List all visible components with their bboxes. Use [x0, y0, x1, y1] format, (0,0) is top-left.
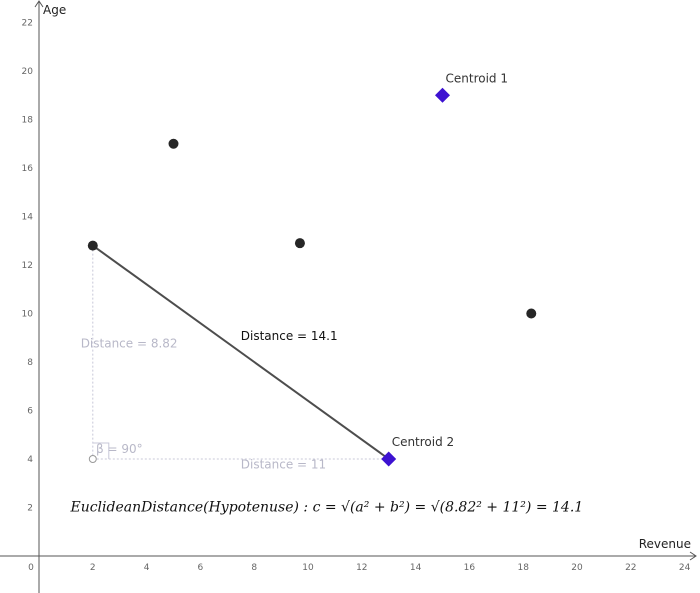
y-tick-label: 4 [27, 455, 33, 465]
x-tick-label: 4 [144, 563, 150, 573]
y-tick-label: 16 [22, 164, 34, 174]
x-tick-label: 14 [410, 563, 422, 573]
y-tick-label: 22 [22, 19, 33, 29]
x-tick-label: 2 [90, 563, 96, 573]
x-tick-labels: 0 2 4 6 8 10 12 14 16 18 20 22 24 [28, 563, 690, 573]
y-tick-label: 10 [22, 310, 34, 320]
centroid-marker [381, 451, 397, 467]
centroid-label: Centroid 2 [392, 435, 454, 449]
hypotenuse-line [92, 244, 390, 460]
x-tick-label: 24 [679, 563, 691, 573]
y-tick-label: 8 [27, 358, 33, 368]
euclidean-distance-formula: EuclideanDistance(Hypotenuse) : c = √(a²… [69, 500, 583, 516]
right-angle-vertex [88, 455, 97, 463]
y-tick-label: 6 [27, 407, 33, 417]
x-tick-label: 16 [464, 563, 476, 573]
y-axis-label: Age [43, 3, 66, 17]
horizontal-distance-label: Distance = 11 [241, 458, 326, 472]
x-tick-label: 8 [251, 563, 257, 573]
data-point [526, 308, 537, 319]
x-tick-label: 20 [571, 563, 583, 573]
x-tick-label: 0 [28, 563, 34, 573]
x-tick-label: 12 [356, 563, 367, 573]
y-axis-arrow [34, 0, 44, 8]
hypotenuse-distance-label: Distance = 14.1 [241, 329, 338, 343]
data-point [168, 138, 179, 149]
centroid-label: Centroid 1 [446, 71, 508, 85]
data-point [294, 238, 305, 249]
data-point [87, 240, 98, 251]
vertical-distance-label: Distance = 8.82 [81, 336, 178, 350]
x-tick-label: 10 [302, 563, 314, 573]
y-tick-labels: 2 4 6 8 10 12 14 16 18 20 22 [22, 19, 34, 514]
x-axis-label: Revenue [639, 537, 691, 551]
x-axis-arrow [689, 551, 697, 561]
y-tick-label: 12 [22, 261, 33, 271]
centroids: Centroid 1 Centroid 2 [381, 71, 508, 467]
x-tick-label: 22 [625, 563, 636, 573]
angle-label: β = 90° [96, 442, 143, 456]
data-points [87, 138, 537, 319]
x-tick-label: 18 [517, 563, 529, 573]
x-tick-label: 6 [198, 563, 204, 573]
y-tick-label: 20 [22, 67, 34, 77]
centroid-marker [435, 87, 450, 103]
y-tick-label: 2 [27, 504, 33, 514]
right-angle-marker [92, 442, 110, 459]
y-tick-label: 18 [22, 116, 34, 126]
y-tick-label: 14 [22, 213, 34, 223]
